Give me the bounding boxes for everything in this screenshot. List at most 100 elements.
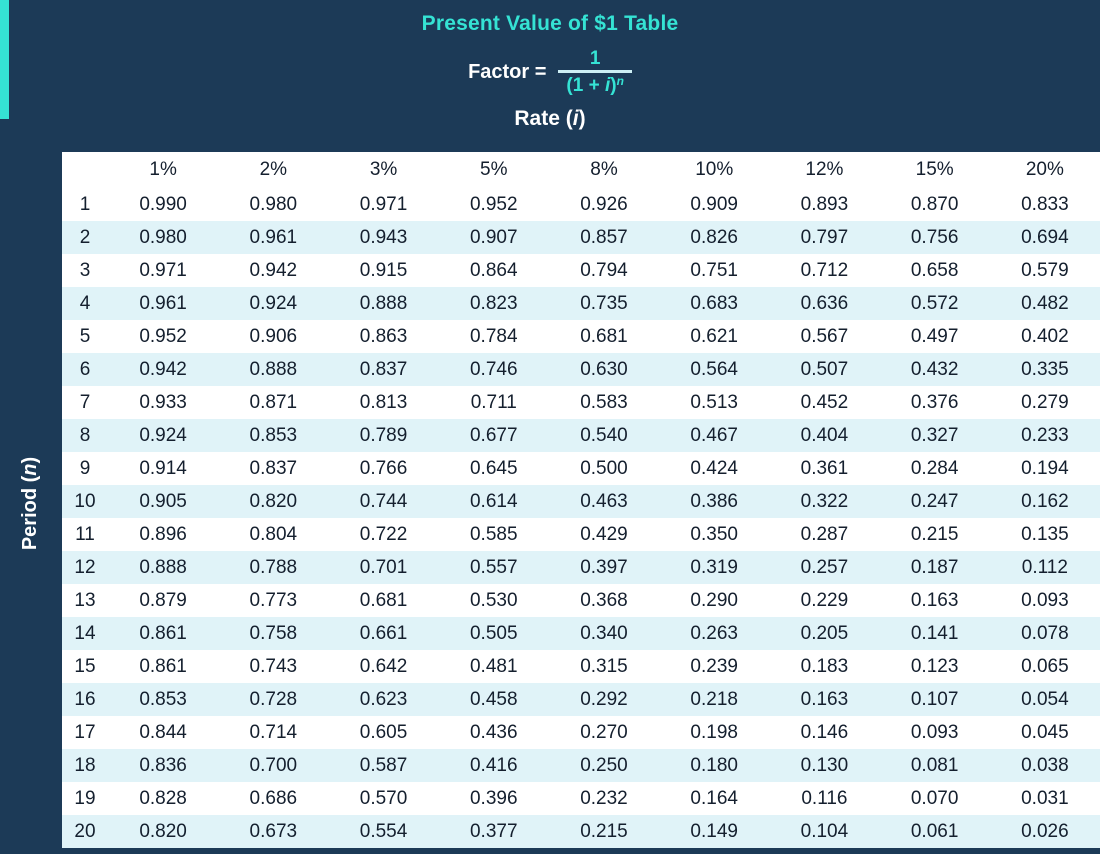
factor-formula: Factor = 1 (1 + i)n bbox=[0, 48, 1100, 97]
page-header: Present Value of $1 Table Factor = 1 (1 … bbox=[0, 0, 1100, 131]
factor-cell: 0.853 bbox=[139, 688, 187, 710]
factor-cell: 0.065 bbox=[1021, 655, 1069, 677]
factor-cell: 0.284 bbox=[910, 457, 959, 479]
factor-cell: 0.416 bbox=[469, 754, 518, 776]
factor-cell: 0.933 bbox=[139, 391, 187, 413]
period-cell: 3 bbox=[79, 259, 91, 281]
factor-cell: 0.500 bbox=[580, 457, 628, 479]
factor-cell: 0.861 bbox=[139, 655, 187, 677]
factor-cell: 0.797 bbox=[800, 226, 849, 248]
factor-cell: 0.744 bbox=[359, 490, 408, 512]
factor-cell: 0.980 bbox=[249, 193, 298, 215]
factor-cell: 0.481 bbox=[469, 655, 518, 677]
period-cell: 15 bbox=[74, 655, 96, 677]
factor-cell: 0.198 bbox=[690, 721, 738, 743]
factor-cell: 0.507 bbox=[800, 358, 849, 380]
table-row: 12 0.888 0.788 0.701 0.557 0.397 0.319 0.257 0.1… bbox=[62, 551, 1100, 584]
factor-cell: 0.888 bbox=[359, 292, 408, 314]
factor-cell: 0.163 bbox=[910, 589, 959, 611]
factor-cell: 0.758 bbox=[249, 622, 298, 644]
rate-label-i: i bbox=[572, 106, 579, 130]
factor-cell: 0.661 bbox=[359, 622, 408, 644]
factor-cell: 0.572 bbox=[910, 292, 959, 314]
table-row: 15 0.861 0.743 0.642 0.481 0.315 0.239 0.183 0.1… bbox=[62, 650, 1100, 683]
rate-column-header: 20% bbox=[989, 152, 1100, 188]
factor-cell: 0.961 bbox=[249, 226, 298, 248]
factor-cell: 0.836 bbox=[139, 754, 187, 776]
factor-cell: 0.826 bbox=[690, 226, 738, 248]
factor-cell: 0.636 bbox=[800, 292, 849, 314]
factor-cell: 0.971 bbox=[359, 193, 408, 215]
period-cell: 10 bbox=[74, 490, 96, 512]
factor-cell: 0.239 bbox=[690, 655, 738, 677]
factor-cell: 0.804 bbox=[249, 523, 298, 545]
factor-cell: 0.788 bbox=[249, 556, 298, 578]
factor-cell: 0.844 bbox=[139, 721, 187, 743]
factor-cell: 0.683 bbox=[690, 292, 738, 314]
factor-cell: 0.990 bbox=[139, 193, 187, 215]
factor-cell: 0.642 bbox=[359, 655, 408, 677]
factor-cell: 0.116 bbox=[801, 787, 848, 809]
factor-cell: 0.564 bbox=[690, 358, 738, 380]
page-title: Present Value of $1 Table bbox=[421, 12, 679, 35]
factor-cell: 0.621 bbox=[690, 325, 738, 347]
factor-cell: 0.605 bbox=[359, 721, 408, 743]
factor-cell: 0.315 bbox=[580, 655, 628, 677]
factor-cell: 0.322 bbox=[800, 490, 849, 512]
factor-cell: 0.070 bbox=[910, 787, 959, 809]
accent-bar bbox=[0, 0, 9, 119]
factor-cell: 0.107 bbox=[910, 688, 959, 710]
factor-cell: 0.888 bbox=[139, 556, 187, 578]
factor-cell: 0.833 bbox=[1021, 193, 1069, 215]
factor-cell: 0.467 bbox=[690, 424, 738, 446]
factor-cell: 0.579 bbox=[1021, 259, 1069, 281]
factor-cell: 0.038 bbox=[1021, 754, 1069, 776]
period-cell: 5 bbox=[79, 325, 91, 347]
factor-cell: 0.377 bbox=[469, 820, 518, 842]
factor-cell: 0.376 bbox=[910, 391, 959, 413]
period-cell: 16 bbox=[74, 688, 96, 710]
table-wrap: 1% 2% 3% 5% 8% 10% 12% 15% 20% 1 0.990 0.980 0.971 0… bbox=[62, 152, 1100, 848]
factor-cell: 0.229 bbox=[800, 589, 849, 611]
factor-cell: 0.233 bbox=[1021, 424, 1069, 446]
factor-cell: 0.026 bbox=[1021, 820, 1069, 842]
factor-cell: 0.554 bbox=[359, 820, 408, 842]
factor-cell: 0.700 bbox=[249, 754, 298, 776]
factor-cell: 0.458 bbox=[469, 688, 518, 710]
table-row: 1 0.990 0.980 0.971 0.952 0.926 0.909 0.893 0.87… bbox=[62, 188, 1100, 221]
factor-cell: 0.980 bbox=[139, 226, 187, 248]
period-cell: 6 bbox=[79, 358, 91, 380]
factor-cell: 0.146 bbox=[800, 721, 849, 743]
period-column-header bbox=[62, 152, 108, 188]
factor-cell: 0.436 bbox=[469, 721, 518, 743]
factor-cell: 0.335 bbox=[1021, 358, 1069, 380]
factor-cell: 0.942 bbox=[249, 259, 298, 281]
factor-cell: 0.257 bbox=[800, 556, 849, 578]
factor-cell: 0.183 bbox=[800, 655, 849, 677]
table-row: 8 0.924 0.853 0.789 0.677 0.540 0.467 0.404 0.32… bbox=[62, 419, 1100, 452]
factor-cell: 0.112 bbox=[1021, 556, 1068, 578]
table-row: 5 0.952 0.906 0.863 0.784 0.681 0.621 0.567 0.49… bbox=[62, 320, 1100, 353]
period-axis-label: Period (n) bbox=[20, 456, 43, 549]
denominator-open: (1 + bbox=[566, 74, 605, 96]
factor-cell: 0.104 bbox=[800, 820, 849, 842]
table-header-row: 1% 2% 3% 5% 8% 10% 12% 15% 20% bbox=[62, 152, 1100, 188]
factor-cell: 0.397 bbox=[580, 556, 628, 578]
factor-cell: 0.583 bbox=[580, 391, 628, 413]
factor-cell: 0.714 bbox=[249, 721, 298, 743]
table-row: 7 0.933 0.871 0.813 0.711 0.583 0.513 0.452 0.37… bbox=[62, 386, 1100, 419]
factor-cell: 0.694 bbox=[1021, 226, 1069, 248]
factor-cell: 0.681 bbox=[359, 589, 408, 611]
factor-cell: 0.247 bbox=[910, 490, 959, 512]
factor-cell: 0.215 bbox=[580, 820, 628, 842]
factor-cell: 0.513 bbox=[690, 391, 738, 413]
factor-cell: 0.728 bbox=[249, 688, 298, 710]
table-row: 11 0.896 0.804 0.722 0.585 0.429 0.350 0.287 0.2… bbox=[62, 518, 1100, 551]
factor-cell: 0.658 bbox=[910, 259, 959, 281]
factor-cell: 0.141 bbox=[910, 622, 959, 644]
factor-cell: 0.149 bbox=[690, 820, 738, 842]
table-row: 2 0.980 0.961 0.943 0.907 0.857 0.826 0.797 0.75… bbox=[62, 221, 1100, 254]
factor-cell: 0.828 bbox=[139, 787, 187, 809]
factor-cell: 0.711 bbox=[470, 391, 517, 413]
denominator-i: i bbox=[604, 74, 611, 96]
